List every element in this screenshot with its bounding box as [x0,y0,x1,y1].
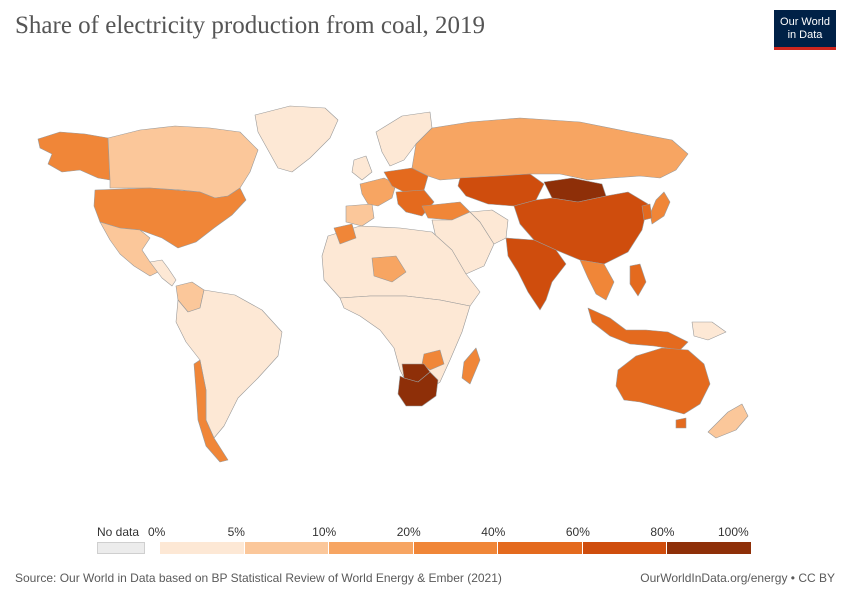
legend-tick-0: 0% [148,525,166,539]
legend-tick-2: 10% [312,525,337,539]
region-canada[interactable] [107,125,259,199]
region-madagascar[interactable] [461,347,481,385]
region-tasmania[interactable] [675,417,687,429]
legend: No data 0% 5% 10% 20% 40% 60% 80% 100% [0,520,850,560]
region-chile[interactable] [193,359,229,463]
region-india[interactable] [505,237,567,311]
legend-nodata-swatch [97,542,145,554]
legend-swatch-1 [244,542,329,554]
region-new-zealand[interactable] [707,403,749,439]
source-note: Source: Our World in Data based on BP St… [15,571,502,585]
world-map [37,105,749,463]
region-western-europe[interactable] [359,177,397,207]
legend-tick-1: 5% [227,525,245,539]
region-south-africa[interactable] [397,371,439,407]
owid-logo[interactable]: Our World in Data [774,10,836,50]
legend-tick-5: 60% [565,525,590,539]
legend-swatch-2 [329,542,413,554]
region-niger[interactable] [371,255,407,283]
region-greenland[interactable] [254,105,339,173]
region-australia[interactable] [615,347,711,415]
region-japan[interactable] [649,191,671,225]
logo-line-2: in Data [787,29,823,41]
region-indonesia[interactable] [587,307,689,351]
region-southeast-asia[interactable] [579,259,615,301]
region-korea[interactable] [641,203,653,221]
legend-tick-7: 100% [718,525,749,539]
region-philippines[interactable] [629,263,647,297]
legend-swatch-6 [667,542,751,554]
legend-tick-4: 40% [481,525,506,539]
legend-swatch-0 [160,542,244,554]
region-zimbabwe[interactable] [421,349,445,371]
legend-swatch-3 [413,542,498,554]
region-iran[interactable] [469,209,509,245]
region-morocco[interactable] [333,223,357,245]
license-link[interactable]: OurWorldInData.org/energy • CC BY [640,571,835,585]
logo-line-1: Our World [780,16,830,28]
region-central-america[interactable] [149,259,177,287]
chart-title: Share of electricity production from coa… [15,12,485,39]
region-russia[interactable] [411,117,689,181]
region-alaska[interactable] [37,131,111,181]
legend-tick-6: 80% [650,525,675,539]
region-uk[interactable] [351,155,373,181]
legend-swatch-5 [582,542,667,554]
region-south-america[interactable] [175,289,283,439]
region-iberia[interactable] [345,203,375,227]
legend-nodata-label: No data [97,525,140,539]
legend-swatch-4 [498,542,582,554]
legend-tick-3: 20% [396,525,421,539]
region-papua[interactable] [691,321,727,341]
